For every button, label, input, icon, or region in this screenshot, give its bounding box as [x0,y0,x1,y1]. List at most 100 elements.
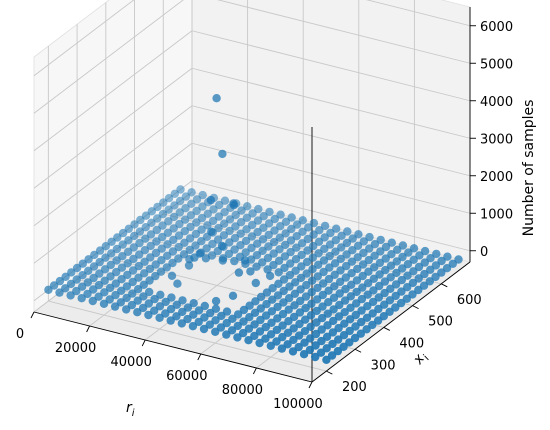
data-point [161,297,170,307]
data-point [379,312,388,321]
data-point [317,336,326,346]
data-point [329,316,338,326]
z-tick-label: 0 [480,245,488,260]
data-point [281,229,290,238]
data-point [376,235,385,245]
data-point [370,263,379,272]
y-tick-label: 500 [428,315,453,330]
y-tick-label: 400 [399,337,424,352]
y-tick-mark [326,370,333,375]
z-tick-label: 5000 [480,57,513,72]
data-point [146,241,155,251]
data-point [353,241,363,250]
data-point [279,286,288,296]
data-point [84,255,93,264]
data-point [211,316,220,325]
x-tick-mark [252,367,257,375]
data-point [153,202,162,212]
data-point [197,225,206,234]
data-point [192,195,202,204]
data-point [353,253,362,262]
data-point [265,271,275,281]
data-point [272,325,282,335]
data-point [250,331,259,341]
x-axis-line [33,311,313,383]
data-point [287,213,296,222]
data-point [275,245,284,254]
data-point [251,278,260,288]
data-point [303,234,312,244]
data-point [147,218,156,227]
data-point [287,224,296,234]
data-point [246,255,256,264]
data-point [322,344,331,353]
data-point [403,260,413,269]
data-point [225,226,234,236]
data-point [403,271,412,280]
data-point [239,305,249,315]
data-point [242,225,251,234]
data-point [199,324,209,334]
data-point [419,281,429,290]
data-point [295,308,305,317]
data-point [139,280,148,289]
grid-line-z-back [191,180,471,252]
data-point [261,334,270,343]
data-point [292,232,301,241]
data-point [259,223,268,232]
data-point [303,246,312,255]
data-point [291,278,300,287]
data-point [296,273,306,283]
data-point [99,299,109,308]
data-point [329,293,339,302]
data-point [253,216,263,225]
data-point [106,272,115,281]
data-point [269,260,278,270]
data-point [162,263,171,272]
grid-line-z-back [191,30,471,102]
data-point [245,313,254,322]
data-point [373,316,383,325]
data-point [141,211,151,220]
data-point [146,253,155,262]
data-point [409,267,418,276]
data-point [184,261,194,270]
data-point [353,264,362,274]
data-point [374,293,383,302]
data-point [140,246,150,255]
x-tick-label: 40000 [111,355,152,370]
data-point [261,322,270,332]
data-point [276,222,285,231]
data-point [107,249,116,258]
z-axis-title: Number of samples [521,100,537,237]
x-tick-mark [308,381,313,389]
data-point [368,309,377,318]
data-point [140,257,149,266]
data-point [302,257,312,267]
data-point [169,224,178,233]
data-point [236,241,245,250]
data-point [185,245,194,255]
data-point [292,220,302,229]
data-point [94,292,103,301]
data-point [312,295,322,304]
data-point [217,311,226,321]
data-point [222,330,231,339]
data-point [334,335,343,344]
data-point [189,299,198,308]
data-point [385,307,394,316]
data-point [322,332,332,341]
data-point [139,292,148,301]
data-point [269,249,278,258]
data-point [203,209,212,218]
data-point [191,241,200,250]
data-point [245,301,254,310]
data-point [351,310,360,320]
data-point [369,286,378,295]
data-point [219,231,229,240]
data-point [380,277,390,286]
data-point [136,215,145,225]
data-point [323,309,332,318]
